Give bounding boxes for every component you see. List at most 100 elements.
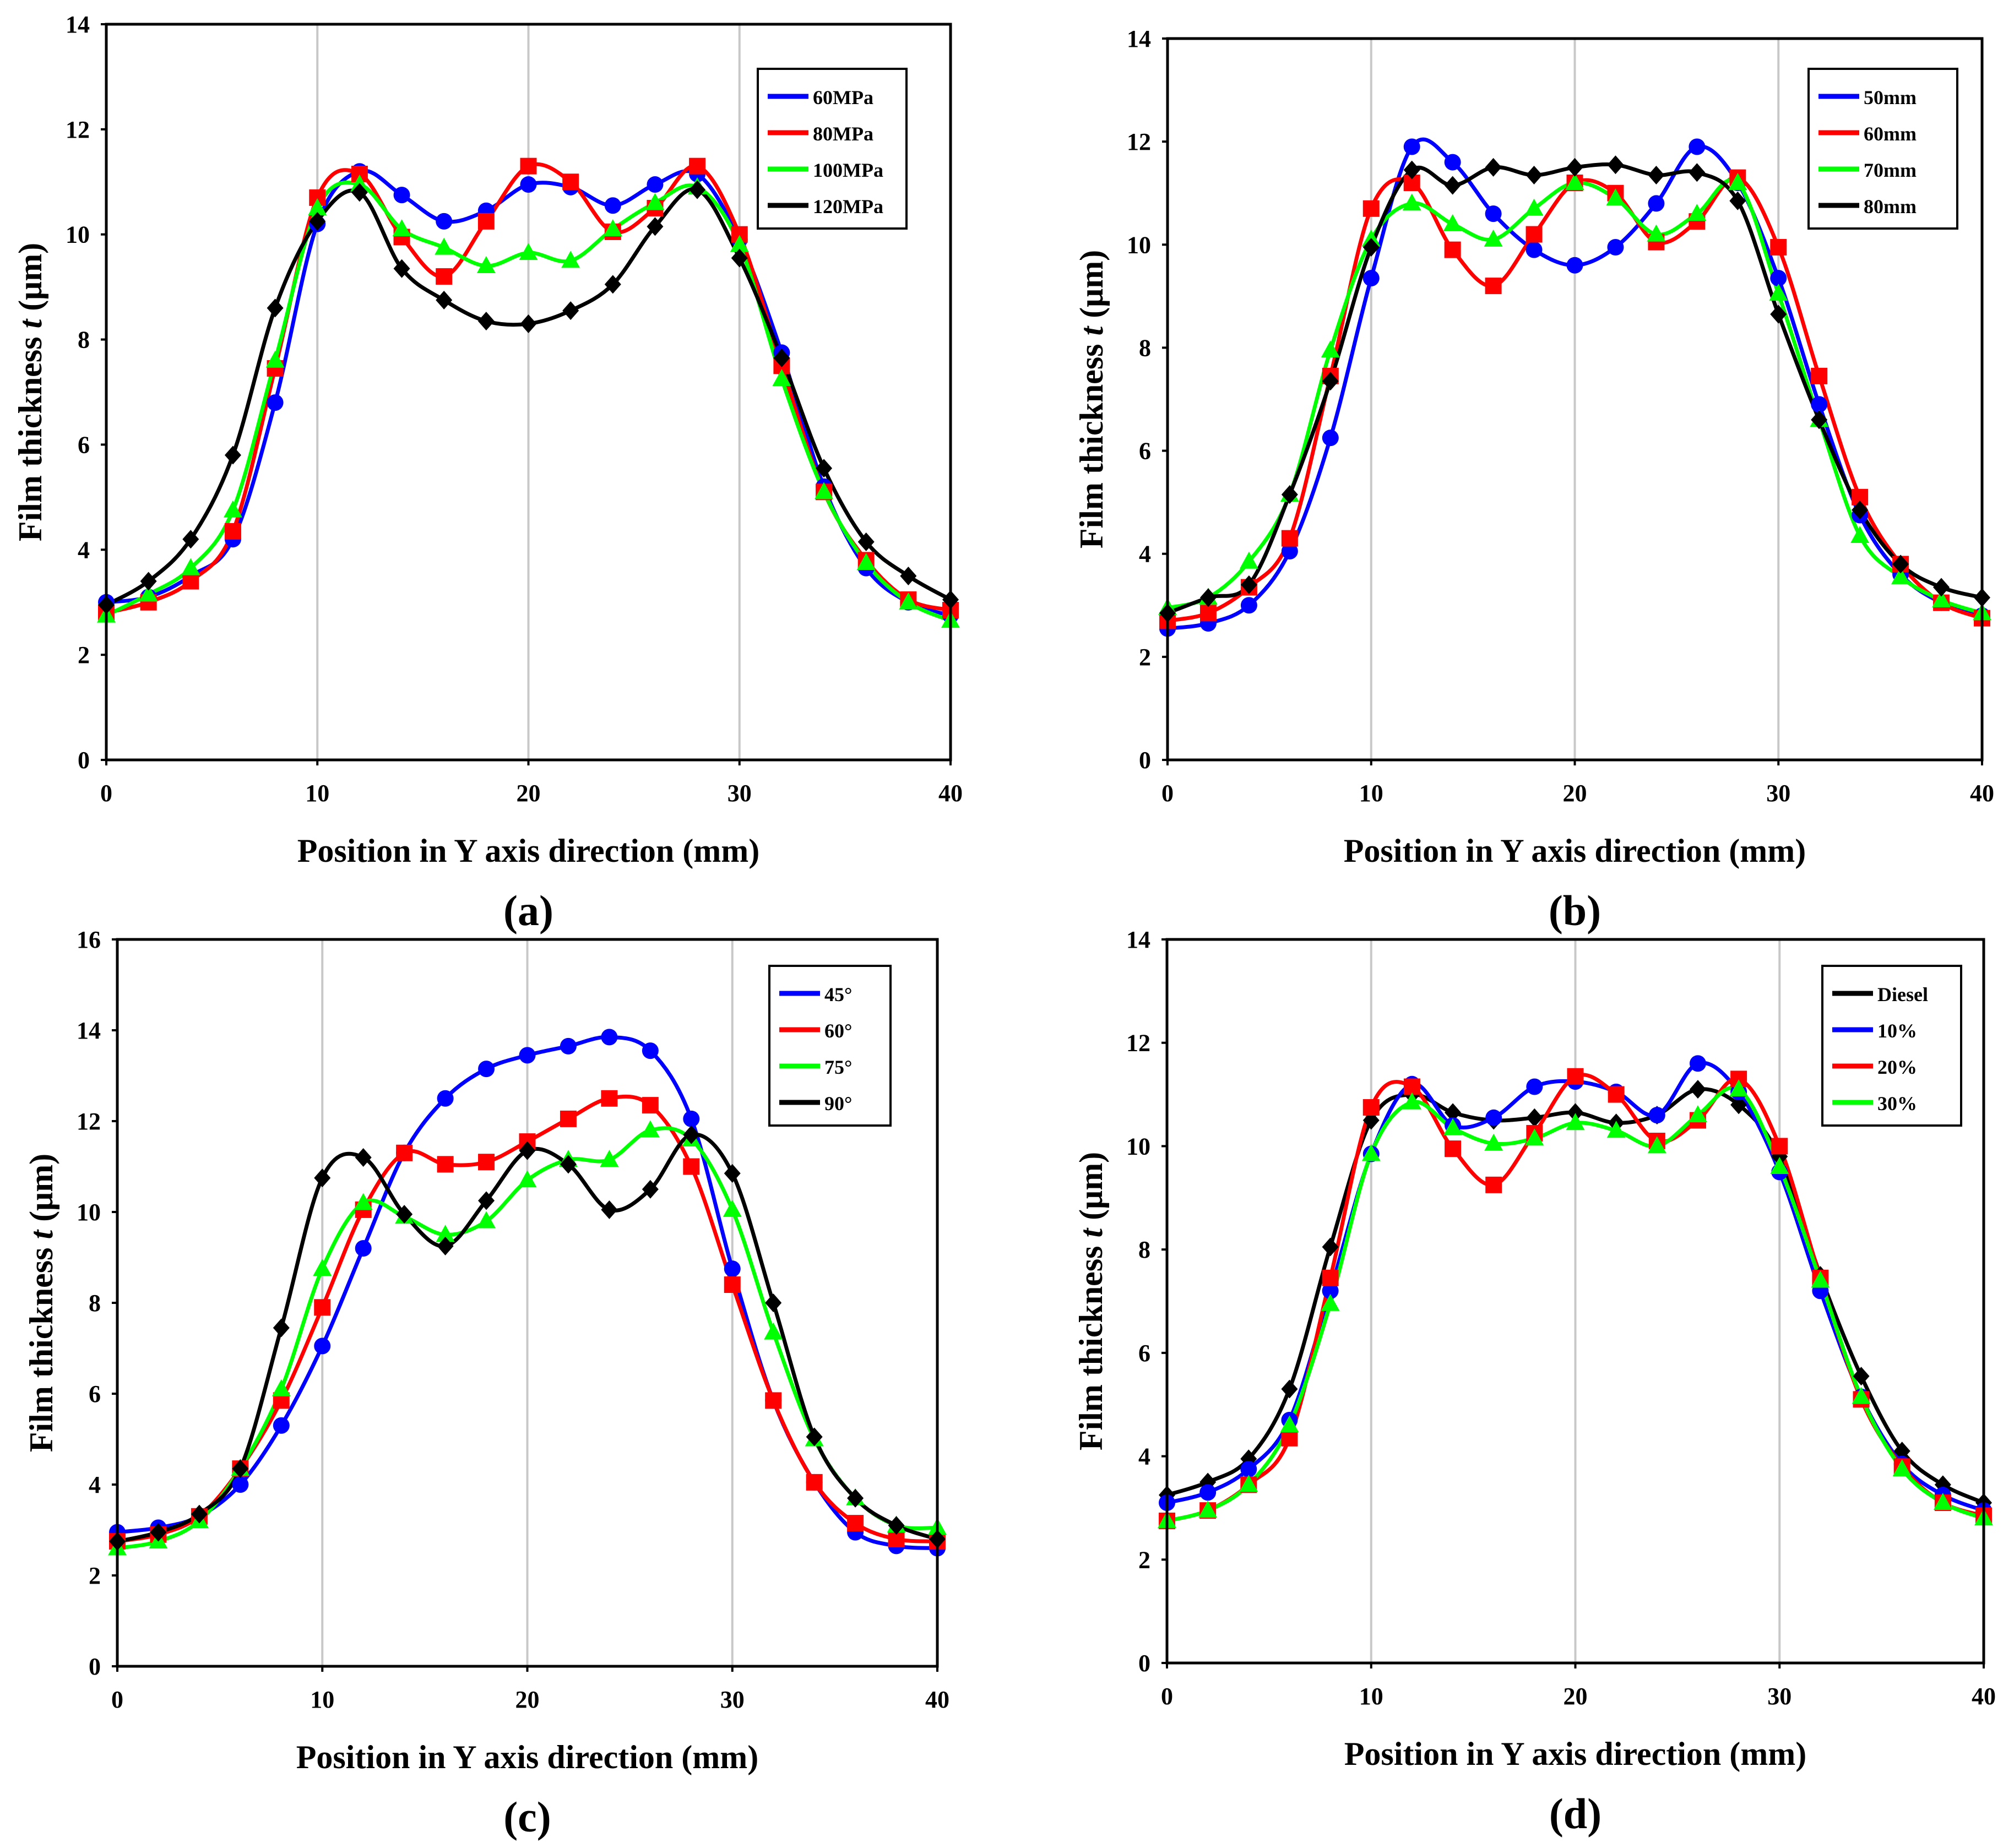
y-axis-title-unit: (μm): [1073, 1152, 1109, 1229]
data-point-70mm-x30: [1769, 284, 1788, 301]
chart-panel-b: 0 2 4 6 8 10 12 14 0 10 20 30 40 Position in Y axis d…: [1073, 25, 1994, 934]
data-point-45deg-x22: [560, 1037, 577, 1055]
y-tick-label-6: 6: [78, 431, 90, 458]
data-point-10pct-x18: [1526, 1078, 1543, 1095]
data-point-45deg-x18: [478, 1061, 495, 1078]
legend-label-50mm: 50mm: [1864, 86, 1917, 108]
legend-label-30pct: 30%: [1877, 1093, 1917, 1115]
data-point-10pct-x2: [1199, 1484, 1217, 1501]
x-tick-label-10: 10: [305, 780, 329, 807]
chart-panel-a: 0 2 4 6 8 10 12 14 0 10 20 30 40 Position in Y axis d…: [12, 11, 963, 934]
data-point-100mpa-x4: [181, 558, 200, 575]
legend-label-80mm: 80mm: [1864, 195, 1917, 218]
data-point-60deg-x14: [396, 1144, 413, 1161]
data-point-45deg-x8: [273, 1417, 290, 1434]
data-point-60mm-x16: [1485, 278, 1502, 295]
data-point-60deg-x10: [314, 1299, 331, 1316]
data-point-80mm-x28: [1729, 191, 1746, 210]
data-point-90deg-x10: [314, 1168, 331, 1188]
data-point-100mpa-x6: [223, 500, 242, 518]
data-point-80mm-x2: [1199, 588, 1217, 607]
data-point-70mm-x4: [1239, 551, 1258, 569]
data-point-60deg-x22: [560, 1110, 577, 1127]
panel-label: (b): [1549, 887, 1601, 934]
data-point-30pct-x18: [1525, 1128, 1544, 1146]
data-point-80mpa-x18: [477, 213, 495, 230]
data-point-75deg-x16: [436, 1225, 455, 1242]
data-point-50mm-x18: [1526, 241, 1543, 258]
data-point-90deg-x2: [150, 1523, 167, 1542]
data-point-75deg-x8: [272, 1379, 291, 1396]
data-point-50mm-x8: [1322, 430, 1339, 447]
data-point-30pct-x12: [1402, 1092, 1421, 1110]
data-point-30pct-x10: [1361, 1144, 1381, 1161]
data-point-80mm-x38: [1933, 578, 1950, 597]
y-tick-label-8: 8: [1139, 334, 1151, 361]
y-tick-label-0: 0: [89, 1653, 101, 1680]
data-point-50mm-x10: [1362, 270, 1380, 287]
data-point-120mpa-x26: [647, 217, 664, 236]
y-tick-label-4: 4: [89, 1471, 101, 1498]
data-point-50mm-x16: [1485, 205, 1502, 222]
data-point-diesel-x30: [1771, 1147, 1788, 1166]
x-tick-label-0: 0: [1161, 1683, 1173, 1710]
x-axis-title: Position in Y axis direction (mm): [1344, 833, 1806, 869]
plot-group: 0 2 4 6 8 10 12 14 0 10 20 30 40 Position in Y axis d…: [1073, 25, 1994, 934]
data-point-80mm-x16: [1485, 157, 1502, 177]
x-tick-label-10: 10: [1359, 1683, 1383, 1710]
data-point-120mpa-x28: [689, 180, 706, 199]
data-point-90deg-x4: [191, 1504, 208, 1524]
y-tick-label-0: 0: [78, 747, 90, 774]
data-point-diesel-x28: [1730, 1095, 1747, 1115]
data-point-50mm-x14: [1444, 154, 1461, 171]
y-tick-label-8: 8: [89, 1290, 101, 1317]
y-tick-label-6: 6: [1139, 438, 1151, 465]
y-tick-label-10: 10: [1127, 231, 1151, 258]
data-point-30pct-x38: [1933, 1493, 1952, 1510]
y-axis-title: Film thickness t (μm): [23, 1154, 59, 1452]
data-point-diesel-x26: [1689, 1080, 1706, 1099]
x-tick-label-20: 20: [1564, 1683, 1588, 1710]
series-markers-30pct: [1158, 1079, 1993, 1528]
data-point-80mm-x4: [1240, 575, 1257, 594]
chart-panel-c: 0 2 4 6 8 10 12 14 16 0 10 20 30 40 Position in Y axis…: [23, 926, 949, 1841]
data-point-100mpa-x26: [645, 193, 665, 210]
x-tick-label-10: 10: [310, 1686, 334, 1713]
series-markers-80mm: [1159, 155, 1990, 623]
data-point-70mm-x18: [1524, 198, 1544, 216]
data-point-30pct-x8: [1321, 1293, 1340, 1311]
data-point-diesel-x20: [1567, 1103, 1584, 1122]
x-tick-label-10: 10: [1359, 780, 1383, 807]
x-tick-label-30: 30: [1767, 1683, 1792, 1710]
data-point-80mm-x26: [1689, 163, 1706, 182]
data-point-30pct-x20: [1566, 1113, 1585, 1130]
data-point-90deg-x16: [437, 1236, 454, 1255]
data-point-100mpa-x8: [265, 350, 285, 368]
data-point-45deg-x10: [314, 1338, 331, 1355]
data-point-80mm-x36: [1892, 555, 1909, 574]
data-point-120mpa-x32: [773, 348, 790, 367]
data-point-60deg-x32: [765, 1392, 782, 1409]
y-tick-label-2: 2: [89, 1562, 101, 1589]
y-tick-label-0: 0: [1138, 1650, 1150, 1677]
plot-group: 0 2 4 6 8 10 12 14 16 0 10 20 30 40 Position in Y axis…: [23, 926, 949, 1841]
panel-label: (a): [503, 887, 553, 934]
data-point-120mpa-x2: [140, 572, 157, 591]
data-point-70mm-x34: [1850, 525, 1870, 543]
data-point-30pct-x32: [1811, 1270, 1830, 1288]
data-point-20pct-x14: [1445, 1140, 1462, 1157]
data-point-70mm-x12: [1402, 193, 1421, 211]
data-point-10pct-x8: [1322, 1282, 1339, 1300]
data-point-70mm-x36: [1891, 567, 1910, 584]
data-point-100mpa-x2: [139, 584, 158, 602]
data-point-50mm-x24: [1648, 195, 1665, 212]
data-point-30pct-x16: [1484, 1133, 1503, 1151]
data-point-80mm-x14: [1444, 176, 1461, 195]
y-axis-title-unit: (μm): [12, 243, 48, 319]
data-point-80mm-x10: [1362, 237, 1380, 257]
y-tick-label-16: 16: [77, 926, 101, 953]
data-point-120mpa-x10: [309, 211, 326, 231]
data-point-50mm-x26: [1689, 138, 1706, 155]
y-tick-label-4: 4: [1138, 1443, 1150, 1470]
